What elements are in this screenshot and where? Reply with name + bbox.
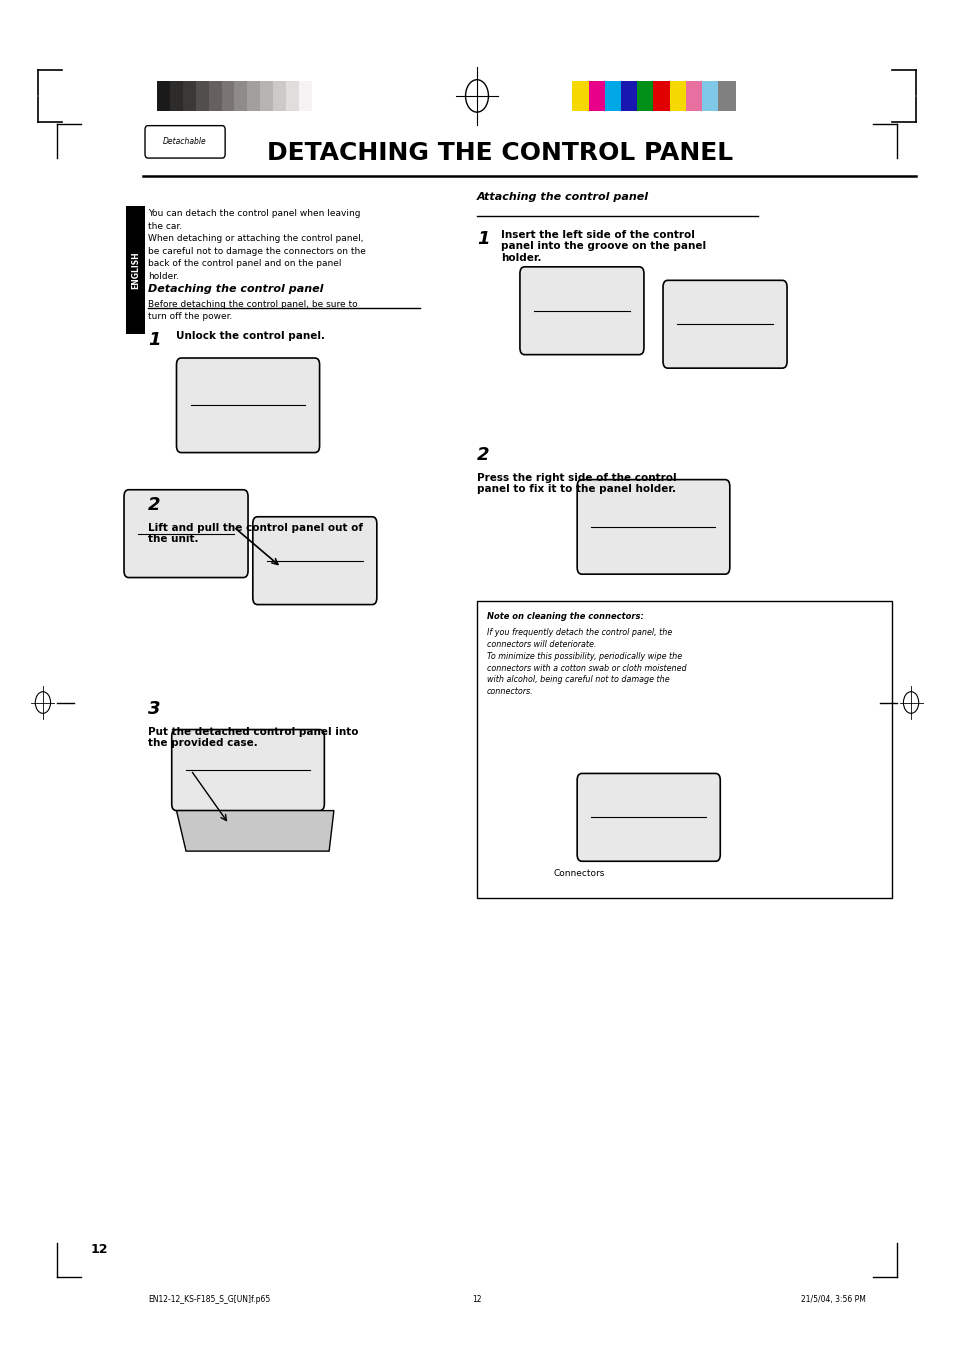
Text: 2: 2 [148,496,160,513]
Text: 1: 1 [476,230,489,247]
Text: If you frequently detach the control panel, the
connectors will deteriorate.
To : If you frequently detach the control pan… [486,628,685,696]
Text: ENGLISH: ENGLISH [131,251,140,289]
Text: Unlock the control panel.: Unlock the control panel. [176,331,325,340]
Bar [157,81,171,111]
Bar [620,81,638,111]
Bar [234,81,248,111]
Bar [195,81,210,111]
Bar [221,81,235,111]
Text: 2: 2 [476,446,489,463]
FancyBboxPatch shape [577,480,729,574]
Text: 3: 3 [148,700,160,717]
Bar [286,81,299,111]
Bar [126,205,145,334]
Text: EN12-12_KS-F185_S_G[UN]f.p65: EN12-12_KS-F185_S_G[UN]f.p65 [148,1296,270,1304]
Text: Note on cleaning the connectors:: Note on cleaning the connectors: [486,612,642,621]
Text: 21/5/04, 3:56 PM: 21/5/04, 3:56 PM [801,1296,865,1304]
Bar [247,81,261,111]
Text: Put the detached control panel into
the provided case.: Put the detached control panel into the … [148,727,358,748]
Text: 12: 12 [472,1296,481,1304]
Bar [718,81,735,111]
Bar [312,81,325,111]
FancyBboxPatch shape [519,267,643,354]
Text: Press the right side of the control
panel to fix it to the panel holder.: Press the right side of the control pane… [476,473,676,494]
FancyBboxPatch shape [172,730,324,811]
Bar [588,81,605,111]
Text: 12: 12 [91,1243,108,1256]
Text: Insert the left side of the control
panel into the groove on the panel
holder.: Insert the left side of the control pane… [500,230,705,263]
Text: Detachable: Detachable [163,138,207,146]
Bar [604,81,621,111]
FancyBboxPatch shape [176,358,319,453]
Bar [209,81,222,111]
Text: Detaching the control panel: Detaching the control panel [148,284,323,293]
Bar [669,81,686,111]
Text: DETACHING THE CONTROL PANEL: DETACHING THE CONTROL PANEL [267,141,733,165]
Bar [170,81,184,111]
Bar [637,81,654,111]
Bar [298,81,313,111]
Bar [476,601,891,898]
Text: You can detach the control panel when leaving
the car.
When detaching or attachi: You can detach the control panel when le… [148,209,365,281]
FancyBboxPatch shape [577,773,720,862]
Text: Before detaching the control panel, be sure to
turn off the power.: Before detaching the control panel, be s… [148,300,357,320]
Bar [572,81,589,111]
Bar [273,81,287,111]
Polygon shape [176,811,334,851]
Bar [183,81,196,111]
Text: Attaching the control panel: Attaching the control panel [476,192,648,201]
FancyBboxPatch shape [124,490,248,578]
Text: 1: 1 [148,331,160,349]
Bar [701,81,719,111]
FancyBboxPatch shape [662,281,786,367]
Text: Connectors: Connectors [553,869,604,878]
FancyBboxPatch shape [145,126,225,158]
Text: Lift and pull the control panel out of
the unit.: Lift and pull the control panel out of t… [148,523,362,544]
FancyBboxPatch shape [253,517,376,605]
Bar [685,81,702,111]
Bar [653,81,670,111]
Bar [260,81,274,111]
